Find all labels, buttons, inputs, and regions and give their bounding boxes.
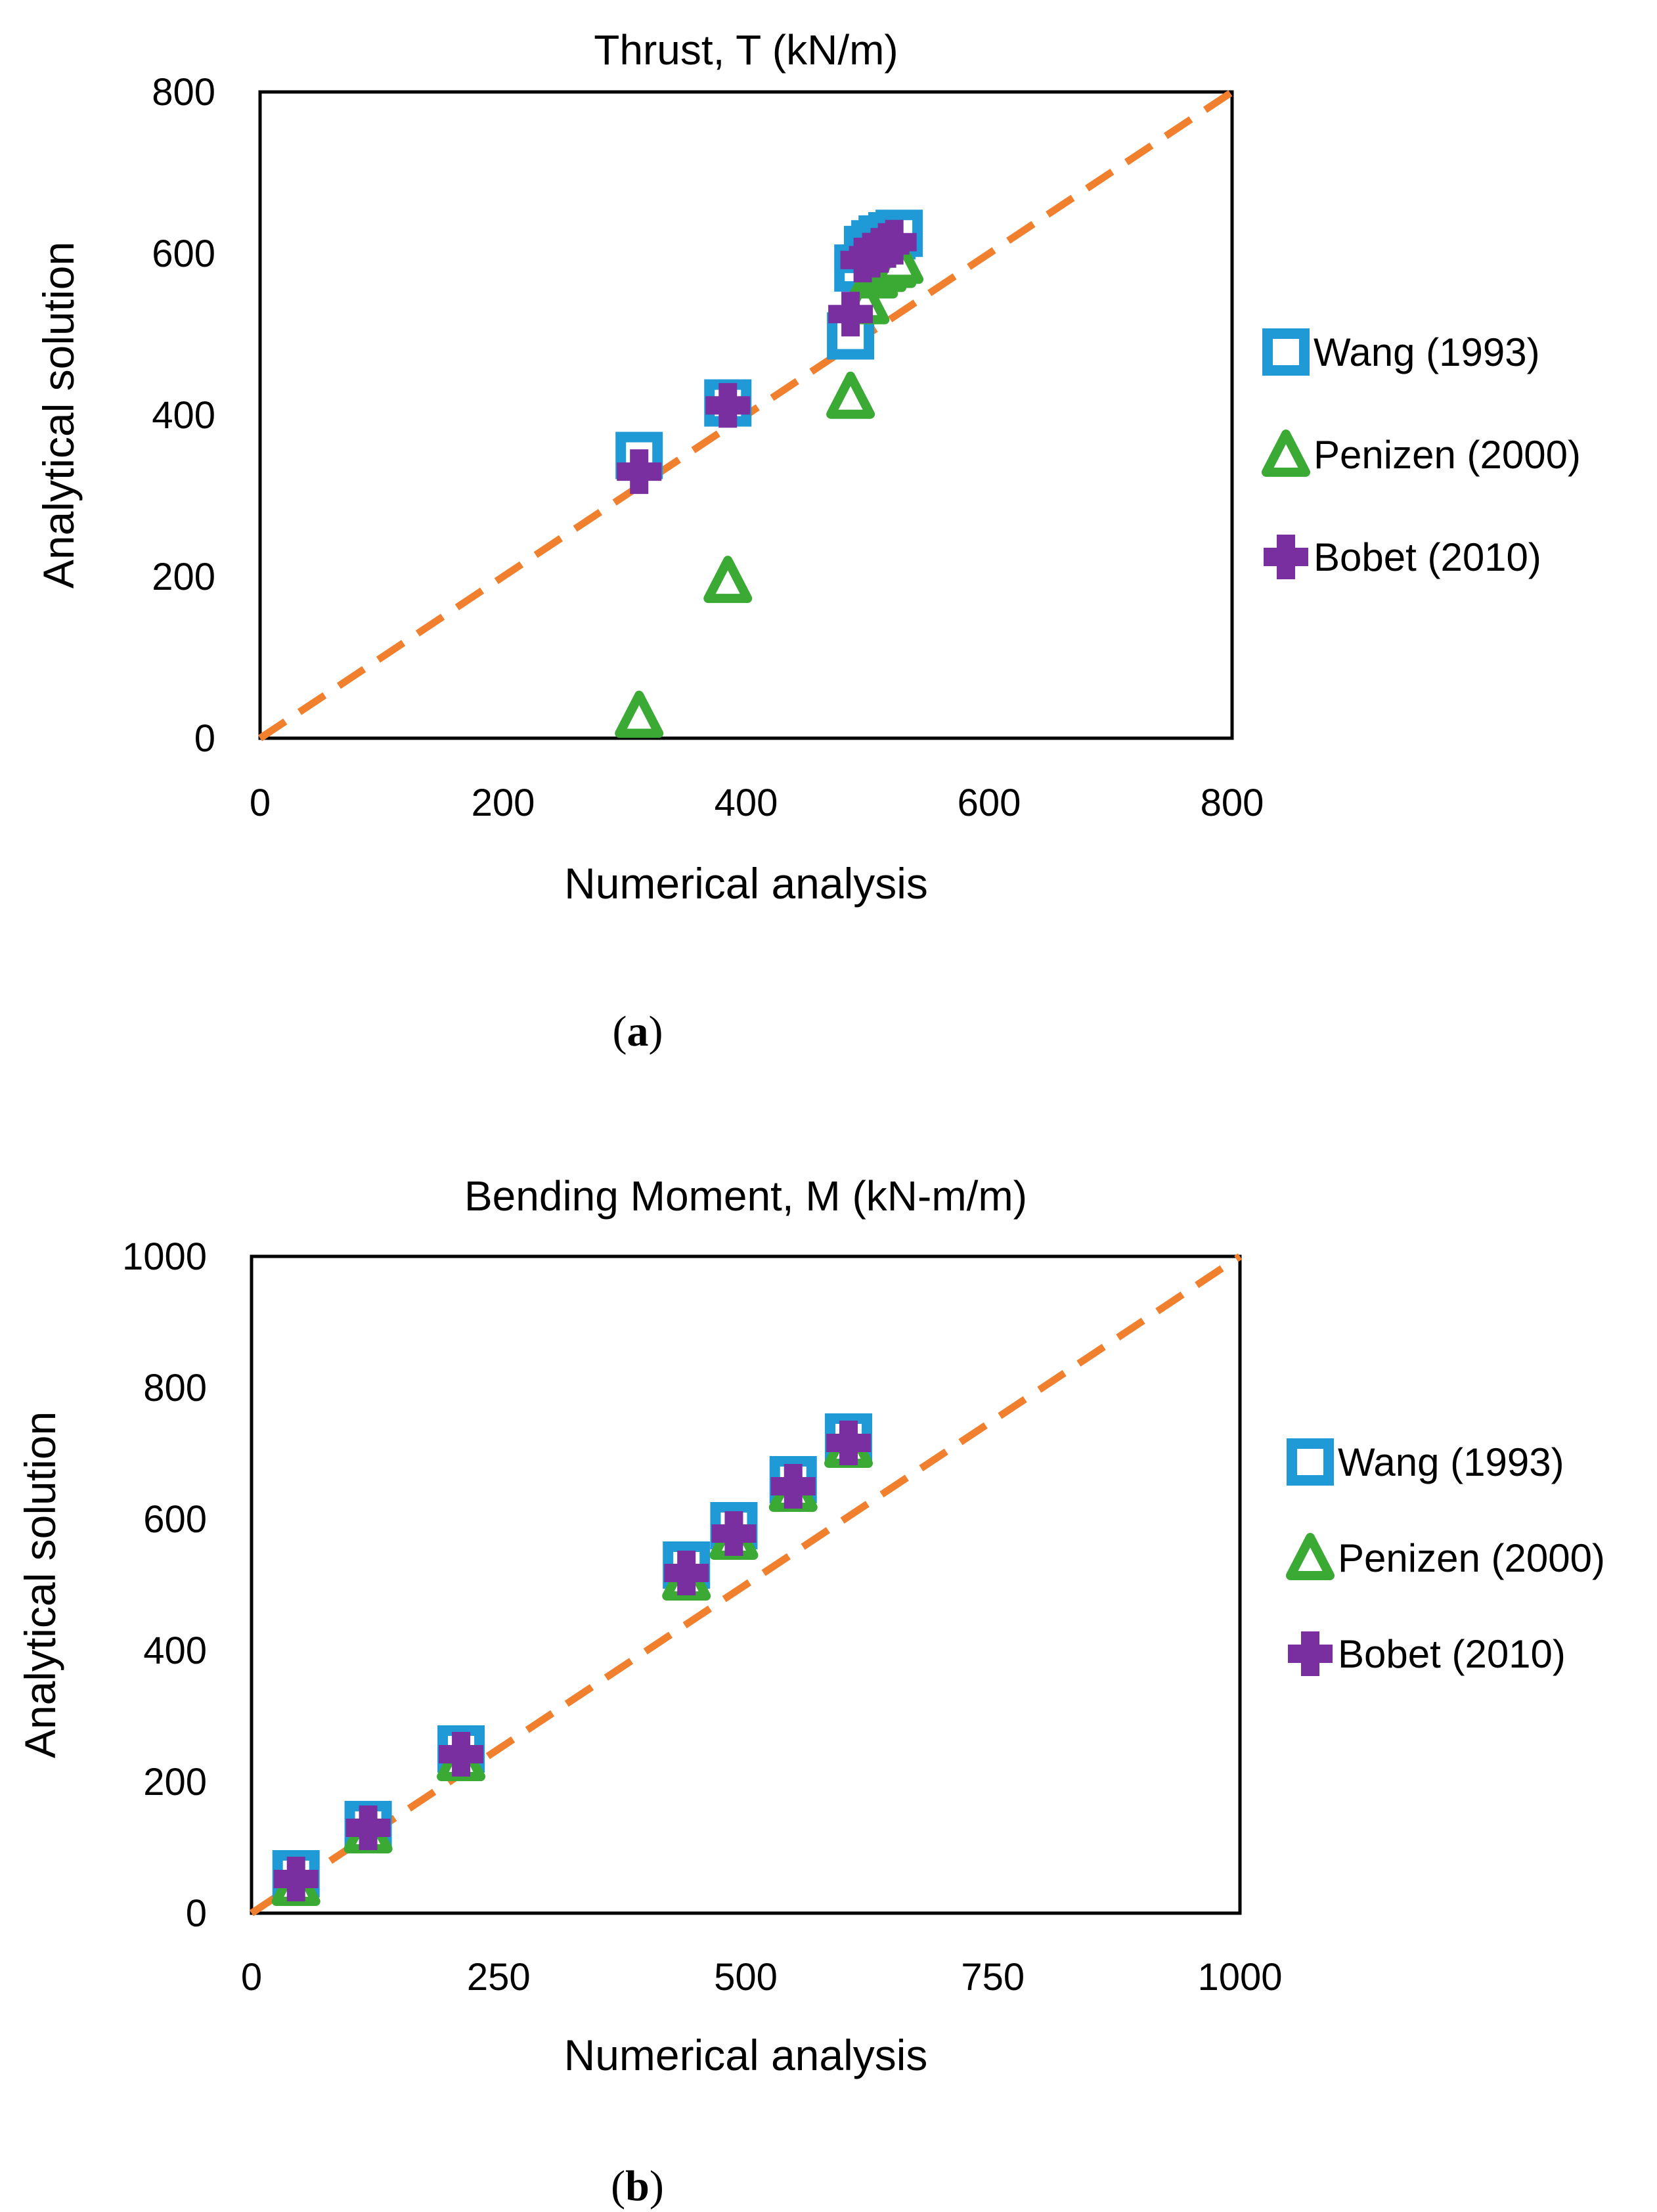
y-axis-label: Analytical solution [16, 1411, 64, 1758]
x-tick-label: 750 [961, 1956, 1025, 1999]
legend-entry: Bobet (2010) [1264, 535, 1541, 579]
y-tick-label: 400 [143, 1629, 207, 1672]
y-tick-label: 600 [143, 1498, 207, 1541]
caption-open: ( [611, 2162, 625, 2210]
series-plus [273, 1421, 872, 1901]
caption-close: ) [649, 1007, 663, 1055]
y-tick-label: 800 [143, 1367, 207, 1409]
data-point [826, 371, 875, 419]
data-point [872, 219, 917, 265]
x-tick-label: 800 [1201, 782, 1264, 824]
chart-a: Thrust, T (kN/m) 0 200 400 600 800 0 200 400 600 8… [34, 26, 1581, 1055]
data-point [273, 1857, 319, 1901]
y-tick-label: 600 [152, 232, 215, 275]
legend-label: Wang (1993) [1338, 1440, 1564, 1484]
legend-entry: Bobet (2010) [1288, 1631, 1566, 1676]
y-tick-label: 200 [152, 556, 215, 598]
data-point [703, 556, 753, 604]
caption-close: ) [650, 2162, 664, 2210]
legend-label: Penizen (2000) [1314, 433, 1581, 477]
data-point [615, 690, 664, 738]
x-axis-label: Numerical analysis [564, 2031, 928, 2079]
y-tick-label: 0 [186, 1892, 207, 1935]
panel-caption: (a) [613, 1007, 663, 1055]
x-tick-label: 400 [715, 782, 778, 824]
data-point [439, 1732, 484, 1777]
series-plus [617, 219, 917, 495]
legend-marker [1262, 328, 1310, 376]
legend-marker [1264, 535, 1308, 579]
x-tick-label: 1000 [1197, 1956, 1282, 1999]
legend-marker [1288, 1631, 1333, 1676]
legend-label: Wang (1993) [1314, 330, 1540, 374]
legend-marker [1287, 1438, 1334, 1486]
data-point [828, 292, 873, 337]
data-point [826, 1421, 872, 1465]
data-point [705, 383, 751, 428]
y-axis-label: Analytical solution [34, 242, 83, 588]
chart-title: Thrust, T (kN/m) [594, 26, 898, 74]
data-point [664, 1551, 709, 1595]
caption-letter: a [627, 1007, 649, 1055]
x-tick-label: 0 [250, 782, 271, 824]
legend-entry: Wang (1993) [1287, 1438, 1564, 1486]
y-tick-label: 200 [143, 1761, 207, 1803]
legend-marker [1286, 1533, 1335, 1580]
legend-entry: Penizen (2000) [1262, 430, 1581, 477]
data-point [770, 1464, 816, 1509]
legend-label: Penizen (2000) [1338, 1536, 1605, 1580]
chart-title: Bending Moment, M (kN-m/m) [464, 1172, 1027, 1220]
y-tick-label: 1000 [122, 1235, 207, 1278]
y-tick-label: 0 [194, 717, 215, 760]
chart-b: Bending Moment, M (kN-m/m) 0 250 500 750 1000… [16, 1172, 1605, 2210]
x-tick-label: 500 [714, 1956, 778, 1999]
reference-line [249, 1253, 1243, 1916]
y-tick-label: 400 [152, 394, 215, 437]
legend-entry: Penizen (2000) [1286, 1533, 1605, 1580]
legend-label: Bobet (2010) [1314, 535, 1541, 579]
legend-label: Bobet (2010) [1338, 1632, 1566, 1676]
data-point [345, 1805, 391, 1850]
x-tick-label: 200 [472, 782, 535, 824]
panel-caption: (b) [611, 2162, 664, 2210]
x-tick-label: 600 [958, 782, 1021, 824]
caption-letter: b [625, 2162, 650, 2210]
data-point [617, 449, 662, 495]
x-tick-label: 250 [467, 1956, 531, 1999]
legend-marker [1262, 430, 1310, 477]
x-tick-label: 0 [241, 1956, 262, 1999]
legend-entry: Wang (1993) [1262, 328, 1540, 376]
caption-open: ( [613, 1007, 627, 1055]
data-point [711, 1511, 757, 1556]
x-axis-label: Numerical analysis [564, 859, 928, 908]
y-tick-label: 800 [152, 71, 215, 114]
